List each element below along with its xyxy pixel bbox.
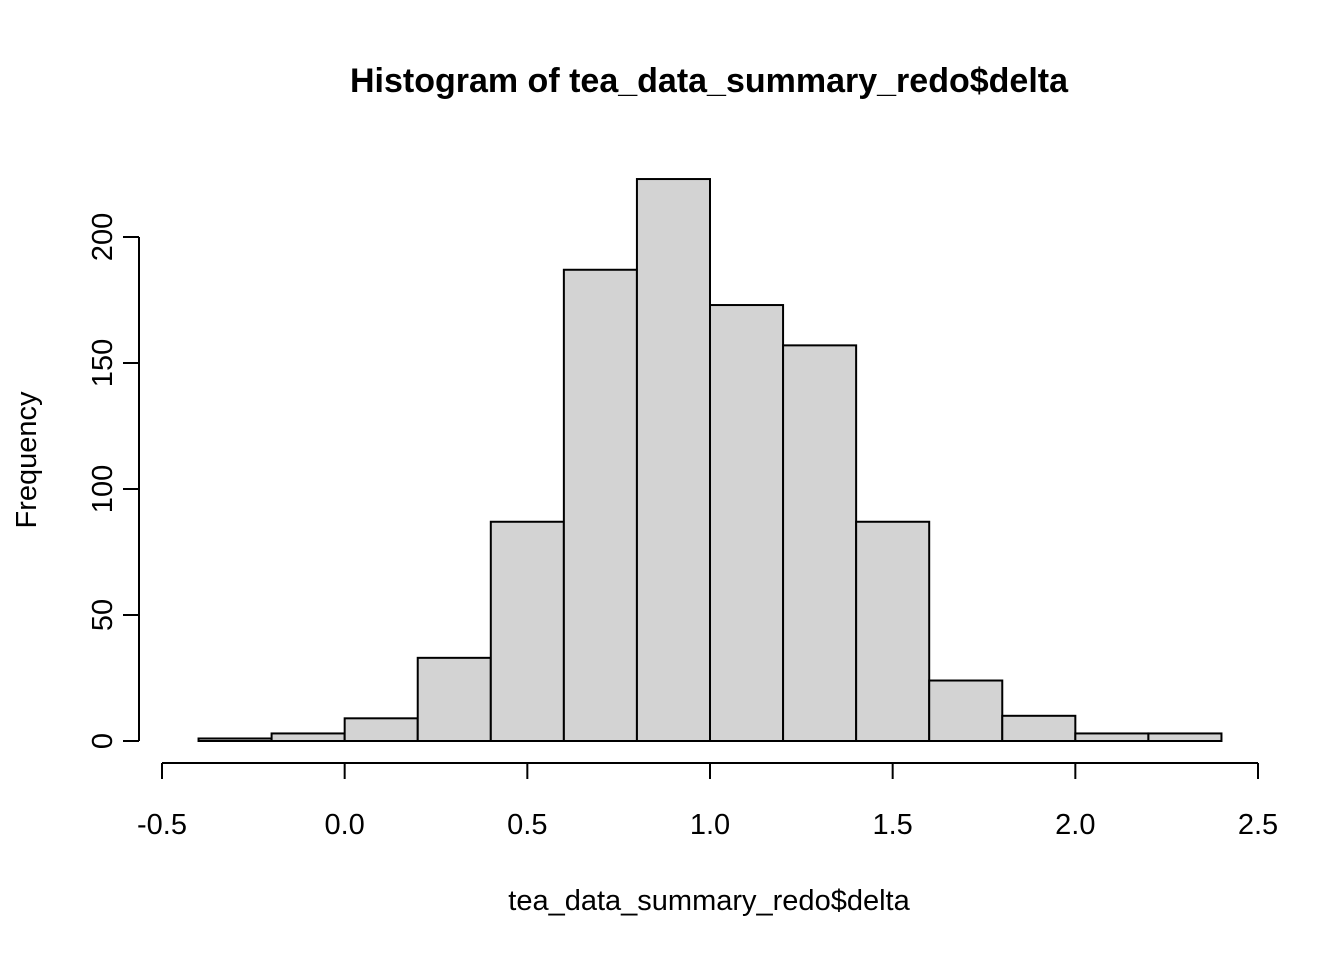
y-tick-label: 0: [87, 733, 119, 749]
histogram-bar-3: [416, 656, 492, 743]
histogram-bar-4: [489, 520, 565, 743]
x-tick-label: -0.5: [137, 809, 187, 841]
y-axis-label: Frequency: [11, 391, 43, 529]
y-tick-label: 200: [87, 213, 119, 261]
x-tick-label: 2.5: [1238, 809, 1278, 841]
histogram-bar-12: [1074, 732, 1150, 743]
x-tick-label: 1.0: [690, 809, 730, 841]
x-tick-label: 0.0: [325, 809, 365, 841]
histogram-bar-5: [562, 268, 638, 742]
histogram-bar-2: [343, 717, 419, 743]
histogram-bar-8: [782, 344, 858, 742]
y-tick-label: 100: [87, 465, 119, 513]
bars-group: [197, 178, 1223, 743]
histogram-bar-10: [928, 679, 1004, 743]
x-tick-label: 2.0: [1055, 809, 1095, 841]
histogram-bar-1: [270, 732, 346, 743]
y-tick-label: 50: [87, 599, 119, 631]
x-axis-label: tea_data_summary_redo$delta: [508, 885, 910, 917]
x-tick-label: 1.5: [873, 809, 913, 841]
histogram-bar-6: [635, 178, 712, 743]
histogram-bar-13: [1147, 732, 1223, 743]
histogram-bar-9: [855, 520, 931, 743]
histogram-bar-7: [709, 304, 785, 742]
x-axis: -0.5 0.0 0.5 1.0 1.5 2.0 2.5: [137, 762, 1278, 841]
y-axis: 0 50 100 150 200: [87, 213, 140, 749]
histogram-bar-0: [197, 737, 273, 742]
histogram-bar-11: [1001, 714, 1077, 742]
y-tick-label: 150: [87, 339, 119, 387]
chart-title: Histogram of tea_data_summary_redo$delta: [350, 62, 1069, 100]
x-tick-label: 0.5: [507, 809, 547, 841]
